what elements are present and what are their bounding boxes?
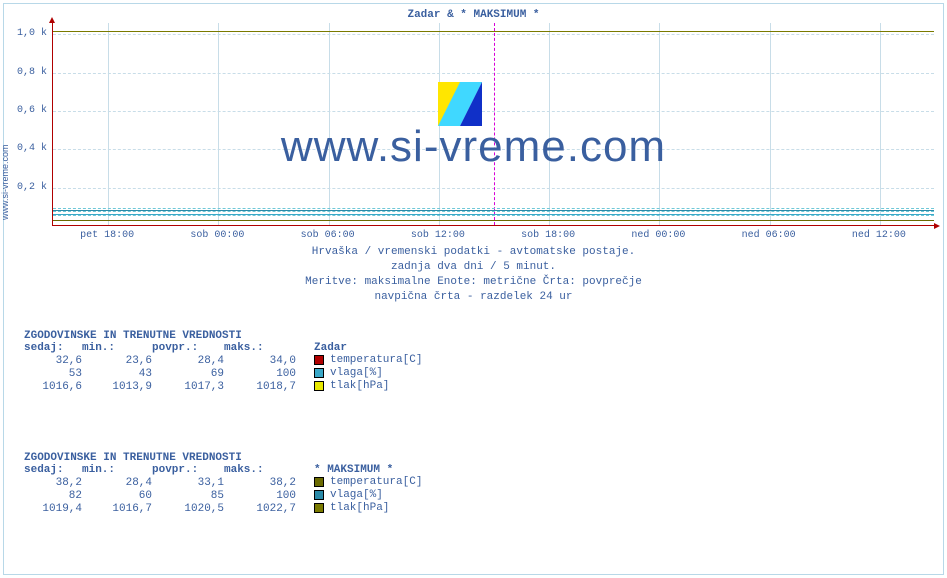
stats-value: 100 xyxy=(224,368,296,380)
x-tick-label: sob 12:00 xyxy=(411,230,465,241)
stats-block: ZGODOVINSKE IN TRENUTNE VREDNOSTIsedaj:m… xyxy=(24,330,422,393)
stats-value: 100 xyxy=(224,490,296,502)
x-tick-label: sob 18:00 xyxy=(521,230,575,241)
stats-value: 1017,3 xyxy=(152,381,224,393)
subtitle-line: zadnja dva dni / 5 minut. xyxy=(0,261,947,273)
y-tick-label: 0,8 k xyxy=(7,67,47,78)
legend-swatch-icon xyxy=(314,368,324,378)
x-tick-label: ned 06:00 xyxy=(742,230,796,241)
stats-col-header: povpr.: xyxy=(152,342,224,354)
subtitle-line: navpična črta - razdelek 24 ur xyxy=(0,291,947,303)
legend-label: temperatura[C] xyxy=(330,476,422,488)
stats-value: 1018,7 xyxy=(224,381,296,393)
series-maks_tlak xyxy=(53,31,934,32)
stats-row: 534369100 vlaga[%] xyxy=(24,367,422,380)
legend-label: vlaga[%] xyxy=(330,367,383,379)
x-tick-label: ned 12:00 xyxy=(852,230,906,241)
stats-value: 23,6 xyxy=(82,355,152,367)
stats-col-header: min.: xyxy=(82,464,152,476)
stats-value: 85 xyxy=(152,490,224,502)
stats-header: ZGODOVINSKE IN TRENUTNE VREDNOSTI xyxy=(24,330,422,342)
legend-swatch-icon xyxy=(314,477,324,487)
stats-col-header: min.: xyxy=(82,342,152,354)
stats-value: 28,4 xyxy=(152,355,224,367)
stats-value: 60 xyxy=(82,490,152,502)
legend-swatch-icon xyxy=(314,381,324,391)
stats-col-header: maks.: xyxy=(224,464,296,476)
stats-row: 826085100 vlaga[%] xyxy=(24,489,422,502)
x-tick-label: sob 00:00 xyxy=(190,230,244,241)
series-zadar_vlaga xyxy=(53,214,934,215)
stats-value: 1020,5 xyxy=(152,503,224,515)
subtitle-line: Hrvaška / vremenski podatki - avtomatske… xyxy=(0,246,947,258)
stats-value: 38,2 xyxy=(24,477,82,489)
chart-title: Zadar & * MAKSIMUM * xyxy=(0,9,947,21)
stats-value: 1016,6 xyxy=(24,381,82,393)
y-tick-label: 0,6 k xyxy=(7,105,47,116)
legend-swatch-icon xyxy=(314,503,324,513)
legend-label: tlak[hPa] xyxy=(330,502,389,514)
stats-row: 38,228,433,138,2temperatura[C] xyxy=(24,476,422,489)
ref-line xyxy=(53,215,934,216)
x-axis-arrow-icon xyxy=(934,223,940,229)
stats-value: 43 xyxy=(82,368,152,380)
station-name: Zadar xyxy=(314,342,347,354)
watermark-text: www.si-vreme.com xyxy=(0,122,947,172)
logo-icon xyxy=(438,82,482,126)
stats-row: 1019,41016,71020,51022,7 tlak[hPa] xyxy=(24,502,422,515)
legend-label: vlaga[%] xyxy=(330,489,383,501)
stats-col-header: povpr.: xyxy=(152,464,224,476)
subtitle-line: Meritve: maksimalne Enote: metrične Črta… xyxy=(0,276,947,288)
station-name: * MAKSIMUM * xyxy=(314,464,393,476)
stats-value: 53 xyxy=(24,368,82,380)
stats-value: 82 xyxy=(24,490,82,502)
legend-label: tlak[hPa] xyxy=(330,380,389,392)
stats-value: 1016,7 xyxy=(82,503,152,515)
stats-value: 33,1 xyxy=(152,477,224,489)
stats-value: 69 xyxy=(152,368,224,380)
series-maks_temp xyxy=(53,220,934,221)
stats-row: 32,623,628,434,0 temperatura[C] xyxy=(24,354,422,367)
stats-row: 1016,61013,91017,31018,7 tlak[hPa] xyxy=(24,380,422,393)
stats-value: 1013,9 xyxy=(82,381,152,393)
stats-col-header-row: sedaj:min.:povpr.:maks.: * MAKSIMUM * xyxy=(24,464,422,476)
legend-swatch-icon xyxy=(314,355,324,365)
stats-value: 32,6 xyxy=(24,355,82,367)
stats-col-header-row: sedaj:min.:povpr.:maks.: Zadar xyxy=(24,342,422,354)
stats-col-header: maks.: xyxy=(224,342,296,354)
stats-value: 34,0 xyxy=(224,355,296,367)
stats-header: ZGODOVINSKE IN TRENUTNE VREDNOSTI xyxy=(24,452,422,464)
ref-line xyxy=(53,208,934,209)
legend-label: temperatura[C] xyxy=(330,354,422,366)
stats-value: 1019,4 xyxy=(24,503,82,515)
stats-block: ZGODOVINSKE IN TRENUTNE VREDNOSTIsedaj:m… xyxy=(24,452,422,515)
y-tick-label: 0,2 k xyxy=(7,182,47,193)
x-tick-label: sob 06:00 xyxy=(301,230,355,241)
stats-value: 28,4 xyxy=(82,477,152,489)
stats-col-header: sedaj: xyxy=(24,342,82,354)
stats-value: 38,2 xyxy=(224,477,296,489)
stats-col-header: sedaj: xyxy=(24,464,82,476)
series-maks_vlaga xyxy=(53,210,934,211)
y-tick-label: 1,0 k xyxy=(7,28,47,39)
x-tick-label: pet 18:00 xyxy=(80,230,134,241)
stats-value: 1022,7 xyxy=(224,503,296,515)
x-tick-label: ned 00:00 xyxy=(631,230,685,241)
legend-swatch-icon xyxy=(314,490,324,500)
